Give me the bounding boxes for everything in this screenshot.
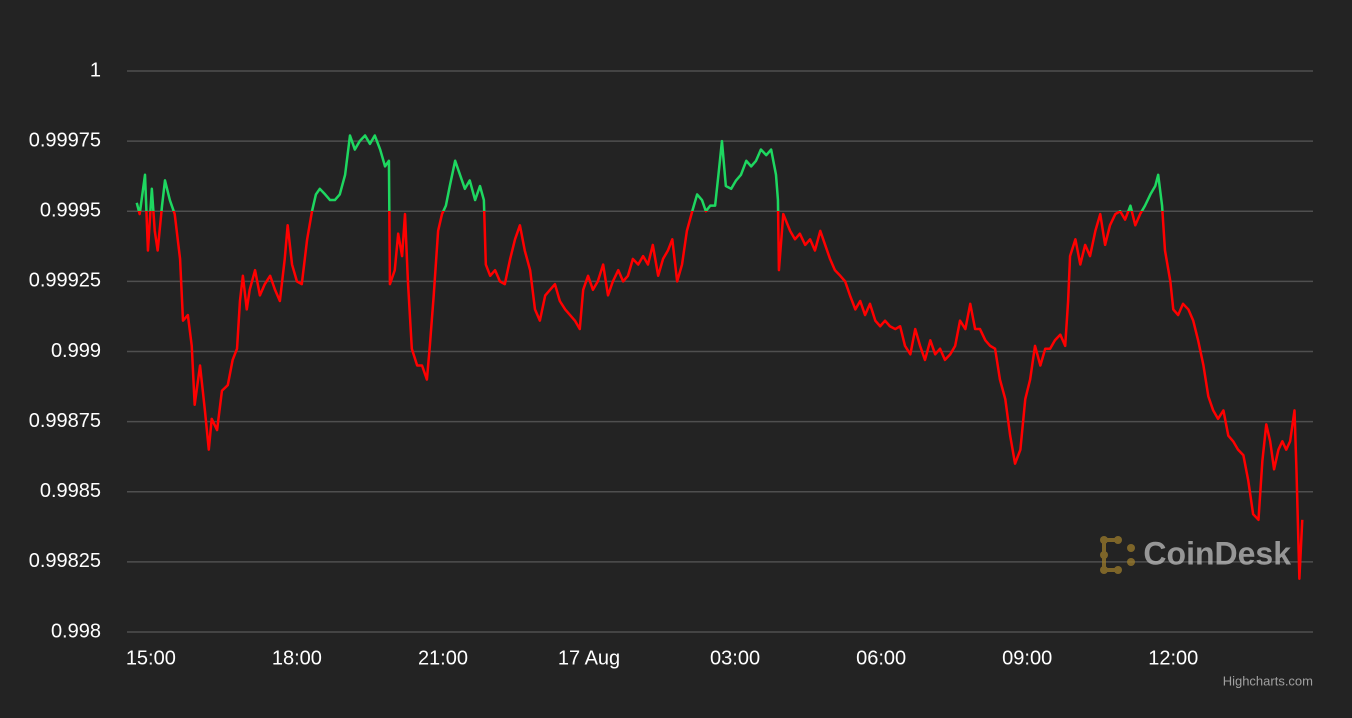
y-tick-label: 0.99875 (29, 410, 101, 432)
y-tick-label: 0.998 (51, 620, 101, 642)
x-tick-label: 17 Aug (558, 647, 620, 669)
watermark-logo (1100, 536, 1135, 574)
y-tick-label: 0.9985 (40, 480, 101, 502)
y-tick-label: 0.999 (51, 340, 101, 362)
x-tick-label: 12:00 (1148, 647, 1198, 669)
y-tick-label: 1 (90, 59, 101, 81)
y-tick-label: 0.99825 (29, 550, 101, 572)
y-tick-label: 0.9995 (40, 200, 101, 222)
x-tick-label: 09:00 (1002, 647, 1052, 669)
x-tick-label: 21:00 (418, 647, 468, 669)
x-tick-label: 06:00 (856, 647, 906, 669)
credits: Highcharts.com (1223, 673, 1313, 688)
watermark: CoinDesk (1100, 535, 1291, 574)
price-line (135, 134, 1304, 580)
x-tick-label: 15:00 (126, 647, 176, 669)
plot (135, 134, 1304, 580)
grid (127, 70, 1313, 633)
x-tick-label: 18:00 (272, 647, 322, 669)
x-tick-label: 03:00 (710, 647, 760, 669)
y-tick-label: 0.99925 (29, 270, 101, 292)
watermark-text: CoinDesk (1143, 535, 1291, 571)
y-tick-label: 0.99975 (29, 129, 101, 151)
